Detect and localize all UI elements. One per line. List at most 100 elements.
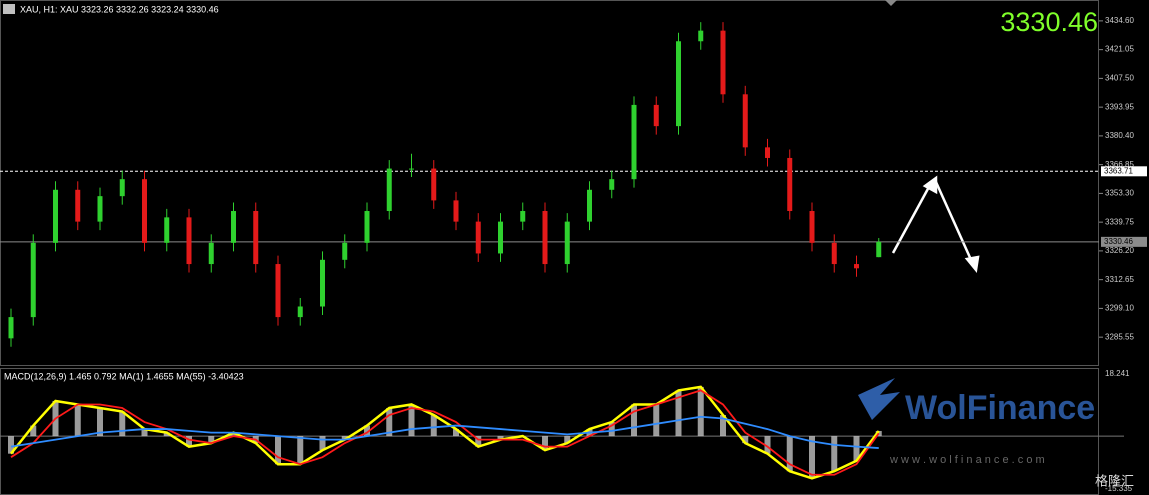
candle-body <box>854 264 859 269</box>
watermark-logo <box>858 378 900 420</box>
macd-histogram-bar <box>564 436 571 444</box>
macd-histogram-bar <box>141 429 148 437</box>
y-tick-label: 3380.40 <box>1105 131 1134 140</box>
macd-histogram-bar <box>119 411 126 437</box>
price-level-label: 3330.46 <box>1104 237 1133 246</box>
y-tick-label: 3434.60 <box>1105 16 1134 25</box>
candle-body <box>475 221 481 254</box>
candle-body <box>364 211 370 243</box>
main-pane-frame <box>0 0 1099 366</box>
macd-histogram-bar <box>8 436 14 454</box>
candle-body <box>587 189 592 222</box>
watermark-brand: WolFinance <box>905 389 1095 427</box>
macd-histogram-bar <box>97 407 103 437</box>
candle-body <box>720 30 726 95</box>
macd-histogram-bar <box>542 436 548 451</box>
macd-histogram-bar <box>208 436 215 444</box>
macd-histogram-bar <box>30 425 37 437</box>
y-tick-label: 3407.50 <box>1105 73 1134 82</box>
macd-histogram-bar <box>341 436 348 440</box>
macd-histogram-bar <box>497 436 504 440</box>
candle-body <box>275 264 281 318</box>
y-tick-label: -15.335 <box>1105 484 1133 493</box>
candle-body <box>698 30 704 42</box>
macd-histogram-bar <box>230 432 237 437</box>
candle-body <box>765 147 770 158</box>
candle-body <box>542 211 548 265</box>
candle-body <box>97 196 103 222</box>
candle-body <box>876 241 882 258</box>
candle-body <box>831 242 837 265</box>
candle-body <box>453 200 459 222</box>
macd-histogram-bar <box>786 436 793 472</box>
forecast-arrows <box>891 175 980 273</box>
candle-body <box>297 306 303 318</box>
macd-histogram-bar <box>430 415 437 437</box>
macd-histogram-bar <box>631 404 637 437</box>
y-tick-label: 3339.75 <box>1105 217 1134 226</box>
macd-histogram-bar <box>408 404 415 437</box>
candle-body <box>53 189 58 243</box>
watermark-url: w w w . w o l f i n a n c e . c o m <box>889 454 1045 466</box>
y-tick-label: 3421.05 <box>1105 45 1134 54</box>
macd-histogram-bar <box>697 386 704 437</box>
macd-histogram-bar <box>74 404 81 437</box>
macd-title: MACD(12,26,9) 1.465 0.792 MA(1) 1.4655 M… <box>4 371 244 381</box>
candle-body <box>75 189 81 222</box>
candle-body <box>186 217 192 265</box>
macd-histogram-bar <box>675 390 682 437</box>
macd-histogram-bar <box>319 436 326 451</box>
macd-histogram-bar <box>720 415 726 437</box>
price-level-box <box>1101 166 1147 177</box>
candle-body <box>409 168 414 170</box>
candle-body <box>30 242 36 318</box>
candle-body <box>653 104 659 127</box>
candle-body <box>431 168 437 201</box>
candle-body <box>142 179 147 243</box>
price-level-label: 3363.71 <box>1104 166 1133 175</box>
candle-body <box>8 317 14 339</box>
macd-line <box>10 389 880 476</box>
y-tick-label: 3393.95 <box>1105 102 1134 111</box>
last-price: 3330.46 <box>1000 7 1098 37</box>
shift-marker <box>885 0 897 6</box>
y-tick-label: 3312.65 <box>1105 275 1134 284</box>
main-title: XAU, H1: XAU 3323.26 3332.26 3323.24 333… <box>20 4 219 14</box>
y-tick-label: 3353.30 <box>1105 189 1134 198</box>
macd-histogram-bar <box>764 436 771 454</box>
candle-body <box>564 221 570 265</box>
macd-line <box>10 415 879 449</box>
y-tick-label: 18.241 <box>1105 369 1130 378</box>
macd-histogram-bar <box>275 436 281 465</box>
candle-body <box>164 217 170 243</box>
watermark-source: 格隆汇 <box>1095 473 1134 488</box>
candle-body <box>253 211 259 265</box>
candle-body <box>809 211 815 243</box>
symbol-icon <box>3 4 15 14</box>
candle-body <box>742 94 748 148</box>
candle-body <box>386 168 392 212</box>
candle-body <box>208 242 214 265</box>
macd-histogram-bar <box>163 432 170 437</box>
macd-histogram-bar <box>608 422 615 437</box>
macd-histogram-bar <box>831 436 838 472</box>
candle-body <box>320 259 325 307</box>
macd-histogram-bar <box>186 436 192 447</box>
candle-body <box>787 157 793 212</box>
macd-histogram-bar <box>364 425 370 437</box>
macd-histogram-bar <box>475 436 482 447</box>
y-tick-label: 3299.10 <box>1105 304 1134 313</box>
candle-body <box>119 179 125 197</box>
candle-body <box>609 179 615 190</box>
candle-body <box>676 41 681 127</box>
candle-body <box>520 211 526 222</box>
price-level-box <box>1101 236 1147 247</box>
candle-body <box>342 242 348 260</box>
macd-histogram-bar <box>386 407 393 437</box>
candle-body <box>631 104 637 180</box>
y-tick-label: 3285.55 <box>1105 332 1134 341</box>
y-tick-label: 3326.20 <box>1105 246 1134 255</box>
macd-histogram-bar <box>453 429 459 437</box>
macd-histogram-bar <box>297 436 304 465</box>
